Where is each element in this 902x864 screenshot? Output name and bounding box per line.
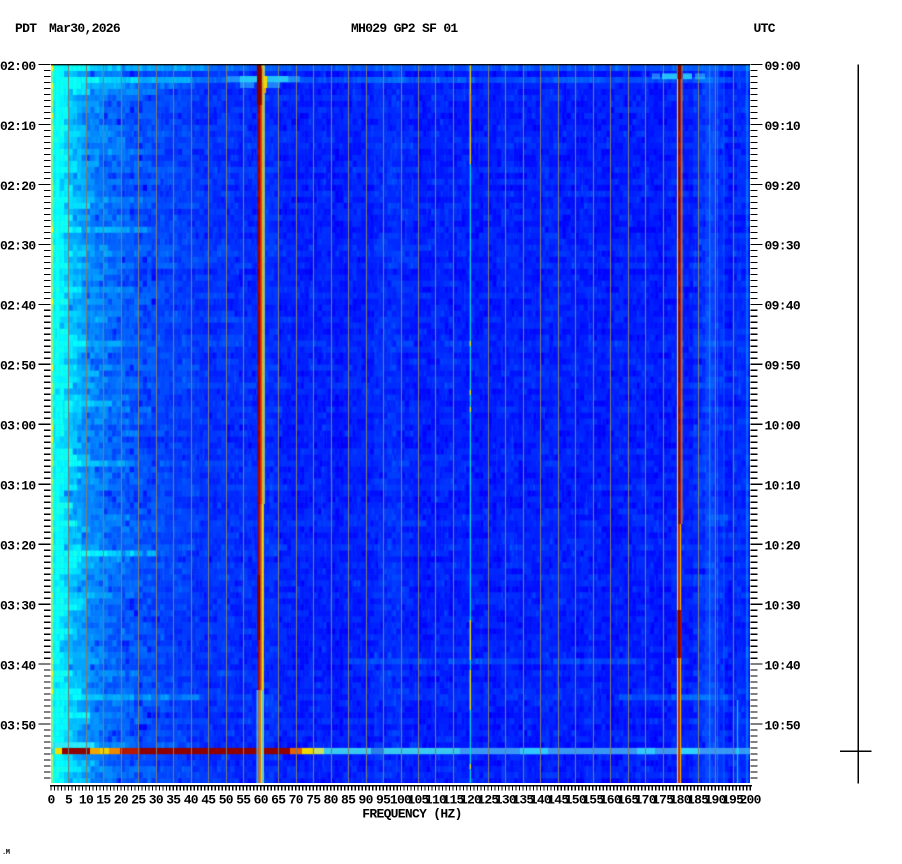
svg-text:90: 90	[358, 792, 373, 807]
svg-text:65: 65	[271, 792, 286, 807]
svg-text:150: 150	[565, 792, 587, 807]
svg-text:09:00: 09:00	[765, 59, 801, 74]
svg-text:03:50: 03:50	[0, 718, 36, 733]
svg-text:200: 200	[739, 792, 761, 807]
svg-text:135: 135	[512, 792, 534, 807]
svg-text:02:10: 02:10	[0, 119, 36, 134]
svg-text:115: 115	[442, 792, 464, 807]
svg-text:55: 55	[236, 792, 251, 807]
svg-text:25: 25	[131, 792, 146, 807]
svg-text:70: 70	[289, 792, 304, 807]
svg-text:145: 145	[547, 792, 569, 807]
svg-text:140: 140	[530, 792, 552, 807]
svg-text:09:10: 09:10	[765, 119, 801, 134]
svg-text:160: 160	[600, 792, 622, 807]
svg-text:FREQUENCY (HZ): FREQUENCY (HZ)	[362, 806, 461, 821]
svg-text:09:50: 09:50	[765, 359, 801, 374]
svg-text:50: 50	[219, 792, 234, 807]
svg-text:03:40: 03:40	[0, 658, 36, 673]
svg-text:20: 20	[114, 792, 129, 807]
svg-text:0: 0	[47, 792, 55, 807]
svg-text:10:50: 10:50	[765, 718, 801, 733]
svg-text:02:20: 02:20	[0, 179, 36, 194]
svg-text:95: 95	[376, 792, 391, 807]
svg-text:120: 120	[460, 792, 482, 807]
svg-text:180: 180	[670, 792, 692, 807]
svg-text:10: 10	[79, 792, 94, 807]
svg-text:03:30: 03:30	[0, 598, 36, 613]
svg-text:09:40: 09:40	[765, 299, 801, 314]
svg-text:10:20: 10:20	[765, 538, 801, 553]
svg-text:165: 165	[617, 792, 639, 807]
svg-text:185: 185	[687, 792, 709, 807]
svg-text:02:50: 02:50	[0, 359, 36, 374]
svg-text:175: 175	[652, 792, 674, 807]
svg-text:80: 80	[323, 792, 338, 807]
svg-text:03:10: 03:10	[0, 479, 36, 494]
svg-text:15: 15	[96, 792, 111, 807]
svg-text:03:20: 03:20	[0, 538, 36, 553]
svg-text:02:30: 02:30	[0, 239, 36, 254]
svg-text:195: 195	[722, 792, 744, 807]
svg-text:09:20: 09:20	[765, 179, 801, 194]
svg-text:190: 190	[704, 792, 726, 807]
svg-text:75: 75	[306, 792, 321, 807]
svg-text:85: 85	[341, 792, 356, 807]
svg-text:10:30: 10:30	[765, 598, 801, 613]
svg-text:105: 105	[407, 792, 429, 807]
svg-text:40: 40	[184, 792, 199, 807]
svg-text:10:10: 10:10	[765, 479, 801, 494]
svg-text:60: 60	[254, 792, 269, 807]
svg-text:35: 35	[166, 792, 181, 807]
svg-text:100: 100	[390, 792, 412, 807]
svg-text:09:30: 09:30	[765, 239, 801, 254]
svg-text:03:00: 03:00	[0, 419, 36, 434]
svg-text:155: 155	[582, 792, 604, 807]
svg-text:10:00: 10:00	[765, 419, 801, 434]
svg-text:5: 5	[65, 792, 73, 807]
svg-text:170: 170	[635, 792, 657, 807]
svg-text:02:00: 02:00	[0, 59, 36, 74]
svg-text:130: 130	[495, 792, 517, 807]
svg-text:45: 45	[201, 792, 216, 807]
svg-text:10:40: 10:40	[765, 658, 801, 673]
svg-text:30: 30	[149, 792, 164, 807]
svg-text:110: 110	[425, 792, 447, 807]
svg-text:125: 125	[477, 792, 499, 807]
svg-text:02:40: 02:40	[0, 299, 36, 314]
